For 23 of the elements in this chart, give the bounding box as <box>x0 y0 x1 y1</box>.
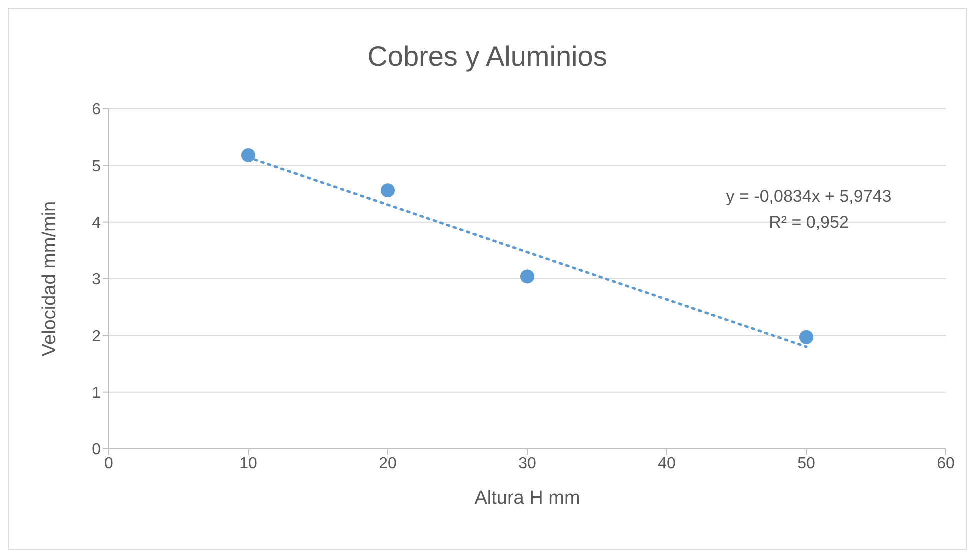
y-tick-label: 6 <box>92 102 102 119</box>
x-tick-label: 0 <box>104 455 114 472</box>
point <box>520 270 534 284</box>
x-tick-label: 60 <box>937 455 955 472</box>
y-tick-label: 5 <box>92 158 102 176</box>
point <box>242 148 256 162</box>
chart-title: Cobres y Aluminios <box>366 41 608 73</box>
annotation: R² = 0,952 <box>768 213 850 233</box>
y-tick-label: 2 <box>92 328 102 346</box>
y-tick-label: 3 <box>92 272 102 289</box>
y-axis-title: Velocidad mm/min <box>40 201 61 357</box>
x-tick-label: 10 <box>240 455 258 472</box>
x-tick-label: 40 <box>658 455 676 472</box>
point <box>800 330 814 344</box>
point <box>381 184 395 198</box>
x-tick-label: 50 <box>798 455 816 472</box>
x-axis-title: Altura H mm <box>474 488 580 509</box>
annotation: y = -0,0834x + 5,9743 <box>725 187 893 207</box>
y-tick-label: 0 <box>92 442 102 459</box>
y-tick-label: 1 <box>92 385 102 402</box>
x-tick-label: 30 <box>518 455 536 472</box>
x-tick-label: 20 <box>379 455 397 472</box>
y-tick-label: 4 <box>92 215 102 232</box>
